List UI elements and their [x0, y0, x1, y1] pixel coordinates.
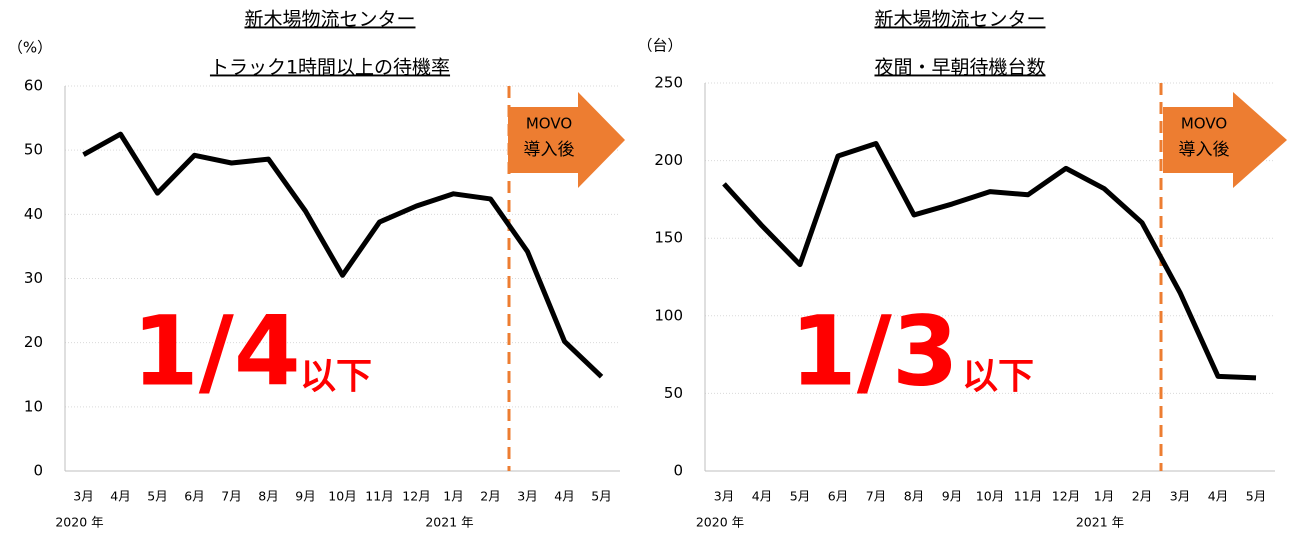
- x-tick-label: 4月: [554, 489, 574, 504]
- y-tick-label: 20: [24, 333, 43, 351]
- x-tick-label: 6月: [828, 489, 848, 504]
- x-tick-label: 4月: [1208, 489, 1228, 504]
- y-tick-label: 30: [24, 269, 43, 287]
- chart-title: 新木場物流センター: [874, 9, 1045, 31]
- x-tick-label: 9月: [295, 489, 315, 504]
- x-tick-label: 6月: [184, 489, 204, 504]
- x-tick-label: 4月: [752, 489, 772, 504]
- y-tick-label: 200: [654, 151, 683, 169]
- ratio-annotation: 1/4: [132, 295, 301, 407]
- chart-title: 新木場物流センター: [244, 9, 415, 31]
- y-tick-label: 0: [33, 462, 43, 480]
- x-tick-label: 5月: [147, 489, 167, 504]
- x-tick-label: 5月: [1246, 489, 1266, 504]
- x-tick-label: 12月: [402, 489, 430, 504]
- y-tick-label: 40: [24, 205, 43, 223]
- x-tick-label: 7月: [221, 489, 241, 504]
- x-tick-label: 5月: [790, 489, 810, 504]
- x-tick-label: 2月: [480, 489, 500, 504]
- year-label: 2021 年: [425, 515, 473, 530]
- data-line: [82, 131, 604, 379]
- chart-subtitle: トラック1時間以上の待機率: [210, 57, 450, 79]
- y-tick-label: 50: [664, 384, 683, 402]
- y-axis-label: （台）: [637, 37, 682, 55]
- y-tick-label: 100: [654, 306, 683, 324]
- x-tick-label: 4月: [110, 489, 130, 504]
- y-tick-label: 10: [24, 397, 43, 415]
- y-tick-label: 50: [24, 141, 43, 159]
- x-tick-label: 9月: [942, 489, 962, 504]
- year-label: 2020 年: [696, 515, 744, 530]
- x-tick-label: 3月: [1170, 489, 1190, 504]
- x-tick-label: 3月: [73, 489, 93, 504]
- arrow-label: MOVO: [1181, 115, 1227, 133]
- y-tick-label: 60: [24, 77, 43, 95]
- ratio-suffix: 以下: [962, 356, 1034, 397]
- x-tick-label: 1月: [443, 489, 463, 504]
- x-tick-label: 10月: [328, 489, 356, 504]
- ratio-suffix: 以下: [300, 356, 372, 397]
- x-tick-label: 2月: [1132, 489, 1152, 504]
- x-tick-label: 11月: [1014, 489, 1042, 504]
- y-axis-label: （%）: [8, 39, 52, 57]
- x-tick-label: 10月: [976, 489, 1004, 504]
- x-tick-label: 3月: [714, 489, 734, 504]
- x-tick-label: 1月: [1094, 489, 1114, 504]
- y-tick-label: 0: [673, 462, 683, 480]
- arrow-label: 導入後: [524, 140, 575, 160]
- x-tick-label: 11月: [365, 489, 393, 504]
- y-tick-label: 250: [654, 74, 683, 92]
- x-tick-label: 8月: [258, 489, 278, 504]
- x-tick-label: 8月: [904, 489, 924, 504]
- arrow-label: MOVO: [526, 115, 572, 133]
- arrow: [508, 92, 625, 188]
- x-tick-label: 12月: [1052, 489, 1080, 504]
- chart-subtitle: 夜間・早朝待機台数: [874, 57, 1045, 79]
- year-label: 2021 年: [1076, 515, 1124, 530]
- x-tick-label: 3月: [517, 489, 537, 504]
- y-tick-label: 150: [654, 229, 683, 247]
- arrow: [1163, 92, 1287, 188]
- arrow-label: 導入後: [1179, 140, 1230, 160]
- x-tick-label: 5月: [591, 489, 611, 504]
- x-tick-label: 7月: [866, 489, 886, 504]
- data-line: [722, 141, 1257, 381]
- ratio-annotation: 1/3: [790, 295, 959, 407]
- year-label: 2020 年: [55, 515, 103, 530]
